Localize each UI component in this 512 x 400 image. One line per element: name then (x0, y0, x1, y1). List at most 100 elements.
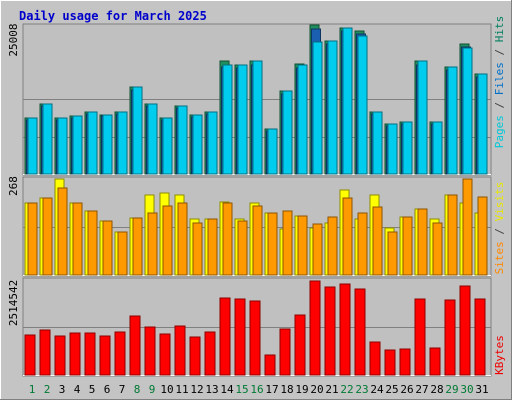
day-label: 3 (59, 383, 66, 396)
visits-bar-sites-day-15 (237, 220, 248, 276)
visits-bar-sites-day-5 (87, 210, 98, 276)
visits-bar-sites-day-4 (72, 202, 83, 276)
hits-bar-pages-day-30 (462, 47, 473, 175)
hits-bar-pages-day-2 (42, 103, 53, 175)
kbytes-bar-kbytes-day-5 (84, 332, 96, 376)
day-label: 23 (355, 383, 368, 396)
kbytes-bar-kbytes-day-12 (189, 336, 201, 376)
kbytes-bar-kbytes-day-21 (324, 286, 336, 376)
hits-bar-pages-day-1 (27, 117, 38, 175)
kbytes-bar-kbytes-day-24 (369, 341, 381, 376)
day-label: 12 (190, 383, 203, 396)
day-label: 16 (250, 383, 263, 396)
day-label: 28 (430, 383, 443, 396)
kbytes-legend-part: KBytes (493, 335, 506, 375)
visits-bar-sites-day-13 (207, 218, 218, 276)
day-label: 19 (295, 383, 308, 396)
visits-bar-sites-day-1 (27, 202, 38, 276)
kbytes-bar-kbytes-day-20 (309, 280, 321, 376)
kbytes-bar-kbytes-day-28 (429, 347, 441, 376)
visits-bar-sites-day-27 (417, 208, 428, 276)
hits-legend-part: Pages (493, 115, 506, 148)
hits-panel: 25008 Pages / Files / Hits (7, 16, 506, 176)
day-label: 11 (175, 383, 188, 396)
day-label: 17 (265, 383, 278, 396)
kbytes-bar-kbytes-day-9 (144, 326, 156, 376)
visits-bars (24, 178, 488, 276)
day-label: 14 (220, 383, 234, 396)
day-label: 2 (44, 383, 51, 396)
kbytes-bar-kbytes-day-4 (69, 332, 81, 376)
hits-legend-part: / (493, 95, 506, 115)
kbytes-bar-kbytes-day-17 (264, 354, 276, 376)
visits-bar-sites-day-8 (132, 217, 143, 276)
kbytes-bar-kbytes-day-11 (174, 325, 186, 376)
hits-bar-pages-day-18 (282, 90, 293, 175)
visits-bar-sites-day-31 (477, 196, 488, 276)
kbytes-bar-kbytes-day-27 (414, 298, 426, 376)
hits-bar-pages-day-25 (387, 123, 398, 175)
kbytes-bar-kbytes-day-3 (54, 335, 66, 376)
hits-legend-part: Hits (493, 16, 506, 43)
day-label: 6 (104, 383, 111, 396)
day-labels: 1 2 3 4 5 6 7 8 9 10 11 12 13 14 15 16 17 18 19 20 21 22 23 24 2… (29, 383, 489, 396)
kbytes-bar-kbytes-day-31 (474, 298, 486, 376)
day-label: 15 (235, 383, 248, 396)
day-label: 4 (74, 383, 81, 396)
kbytes-bar-kbytes-day-10 (159, 333, 171, 376)
day-label: 27 (415, 383, 428, 396)
hits-bar-pages-day-9 (147, 103, 158, 175)
visits-panel: 268 Sites / Visits (7, 176, 506, 277)
kbytes-bar-kbytes-day-18 (279, 328, 291, 376)
visits-bar-sites-day-23 (357, 212, 368, 276)
hits-bars (24, 24, 488, 175)
hits-bar-pages-day-16 (252, 60, 263, 175)
visits-bar-sites-day-21 (327, 216, 338, 276)
day-label: 9 (149, 383, 156, 396)
visits-bar-sites-day-25 (387, 231, 398, 276)
kbytes-bar-kbytes-day-26 (399, 348, 411, 376)
kbytes-bar-kbytes-day-14 (219, 297, 231, 376)
hits-bar-pages-day-13 (207, 111, 218, 175)
hits-bar-pages-day-4 (72, 115, 83, 175)
chart-title: Daily usage for March 2025 (19, 9, 207, 23)
day-label: 25 (385, 383, 398, 396)
kbytes-legend: KBytes (493, 335, 506, 375)
kbytes-bar-kbytes-day-7 (114, 331, 126, 376)
day-label: 24 (370, 383, 384, 396)
hits-bar-pages-day-6 (102, 114, 113, 175)
visits-bar-sites-day-3 (57, 187, 68, 276)
hits-bar-pages-day-20 (312, 41, 323, 175)
visits-bar-sites-day-2 (42, 197, 53, 276)
day-label: 26 (400, 383, 413, 396)
kbytes-bar-kbytes-day-8 (129, 315, 141, 376)
day-label: 29 (445, 383, 458, 396)
kbytes-bar-kbytes-day-2 (39, 329, 51, 376)
hits-bar-pages-day-10 (162, 117, 173, 175)
day-label: 20 (310, 383, 323, 396)
visits-bar-sites-day-14 (222, 202, 233, 276)
hits-bar-pages-day-3 (57, 117, 68, 175)
kbytes-bar-kbytes-day-30 (459, 285, 471, 376)
kbytes-bar-kbytes-day-25 (384, 349, 396, 376)
kbytes-bar-kbytes-day-23 (354, 288, 366, 376)
hits-bar-pages-day-14 (222, 64, 233, 175)
hits-bar-pages-day-17 (267, 128, 278, 175)
day-label: 10 (160, 383, 173, 396)
hits-bar-pages-day-7 (117, 111, 128, 175)
visits-bar-sites-day-24 (372, 206, 383, 276)
hits-bar-pages-day-5 (87, 111, 98, 175)
day-label: 5 (89, 383, 96, 396)
hits-bar-pages-day-27 (417, 60, 428, 175)
visits-legend: Sites / Visits (493, 182, 506, 275)
kbytes-bar-kbytes-day-13 (204, 331, 216, 376)
visits-bar-sites-day-10 (162, 205, 173, 276)
hits-bar-pages-day-31 (477, 73, 488, 175)
day-label: 7 (119, 383, 126, 396)
visits-bar-sites-day-16 (252, 205, 263, 276)
visits-bar-sites-day-17 (267, 212, 278, 276)
visits-bar-sites-day-11 (177, 202, 188, 276)
visits-bar-sites-day-28 (432, 222, 443, 276)
